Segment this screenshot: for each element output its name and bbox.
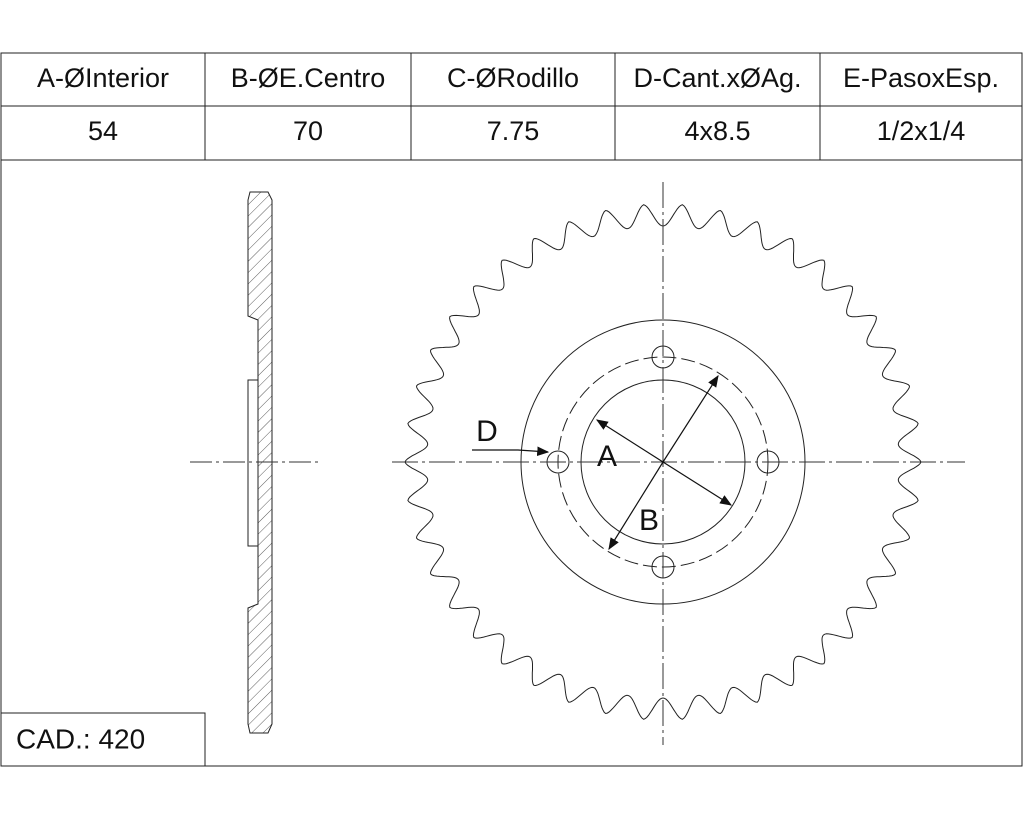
value-cell: 7.75	[487, 116, 540, 146]
label-a: A	[597, 440, 617, 473]
dim-a	[662, 461, 733, 506]
cad-box	[0, 712, 206, 767]
header-cell: B-ØE.Centro	[231, 63, 386, 93]
header-cell: E-PasoxEsp.	[843, 63, 999, 93]
column-lines	[204, 53, 821, 160]
value-cell: 70	[293, 116, 323, 146]
value-cell: 1/2x1/4	[877, 116, 966, 146]
header-cell: C-ØRodillo	[447, 63, 579, 93]
value-cell: 4x8.5	[684, 116, 750, 146]
label-d: D	[476, 415, 498, 448]
dim-a	[595, 419, 664, 463]
sprocket-teeth	[404, 204, 922, 720]
label-b: B	[639, 504, 659, 537]
value-cell: 54	[88, 116, 118, 146]
dim-b	[608, 461, 664, 551]
dim-b	[662, 374, 719, 463]
side-hub	[247, 379, 259, 547]
cad-text: CAD.: 420	[16, 723, 145, 754]
dim-d	[472, 446, 550, 457]
frame	[0, 52, 1023, 767]
table-cells: A-ØInterior 54 B-ØE.Centro 70 C-ØRodillo 7.75…	[37, 63, 999, 146]
header-cell: A-ØInterior	[37, 63, 169, 93]
header-cell: D-Cant.xØAg.	[633, 63, 801, 93]
